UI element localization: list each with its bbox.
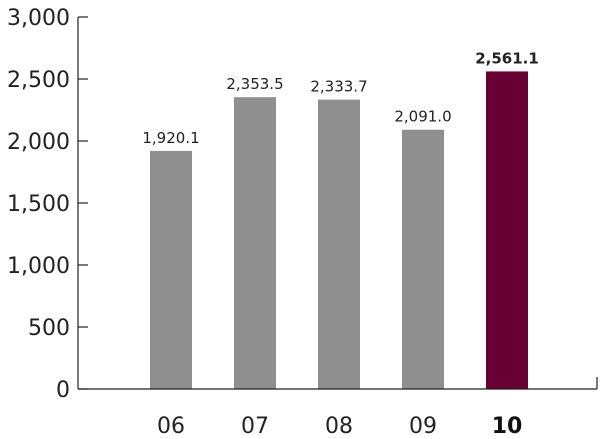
y-tick-label: 1,000 [7,254,70,279]
data-label-06: 1,920.1 [142,129,199,147]
x-tick-label-09: 09 [409,414,437,439]
y-tick-label: 500 [28,316,70,341]
x-tick-label-08: 08 [325,414,353,439]
y-tick-label: 1,500 [7,192,70,217]
bar-08 [318,99,360,389]
x-tick-label-10: 10 [492,414,523,439]
bar-10 [486,71,528,390]
data-labels: 1,920.1 2,353.5 2,333.7 2,091.0 2,561.1 [142,49,538,146]
data-label-09: 2,091.0 [394,108,451,126]
x-tick-label-06: 06 [157,414,185,439]
data-label-08: 2,333.7 [310,78,367,96]
data-label-07: 2,353.5 [226,75,283,93]
bar-07 [234,97,276,389]
y-tick-label: 2,500 [7,68,70,93]
bar-09 [402,129,444,389]
y-tick-label: 2,000 [7,130,70,155]
bar-06 [150,150,192,389]
data-label-10: 2,561.1 [475,49,539,67]
y-tick-label: 0 [56,378,70,403]
x-tick-label-07: 07 [241,414,269,439]
bars [150,71,528,390]
y-tick-label: 3,000 [7,6,70,31]
y-axis: 0 500 1,000 1,500 2,000 2,500 3,000 [7,6,88,403]
x-axis: 06 07 08 09 10 [78,377,598,439]
